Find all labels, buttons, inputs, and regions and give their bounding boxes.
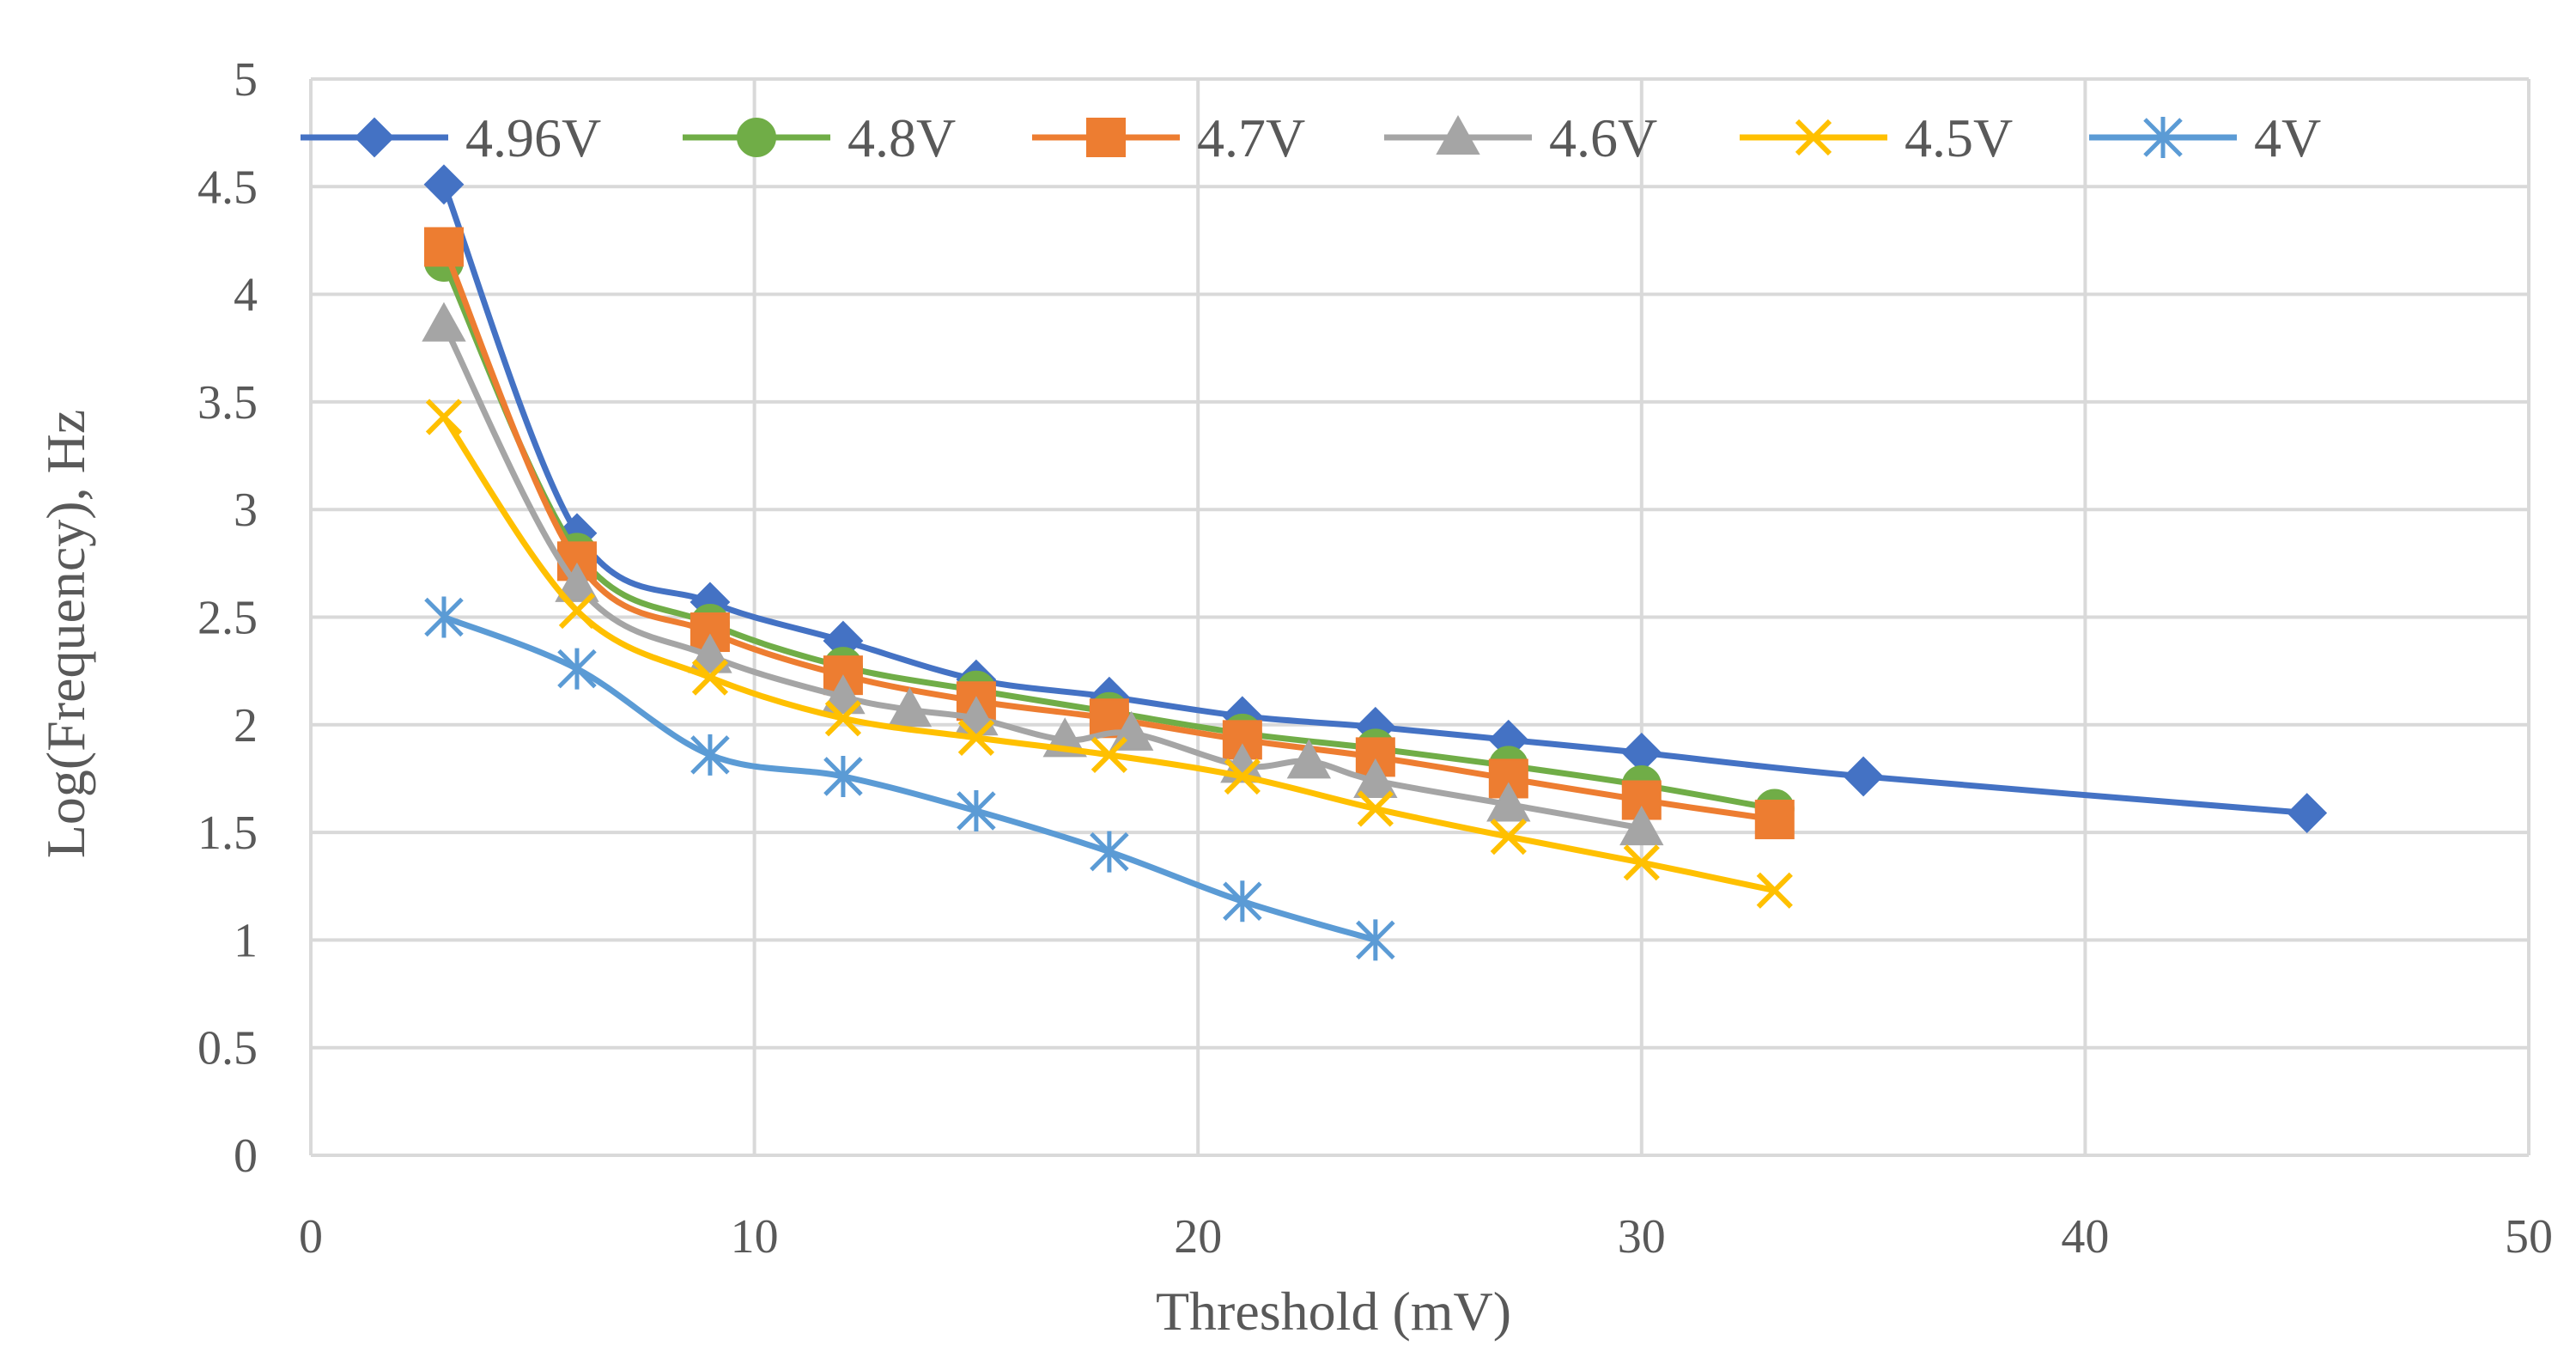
data-point — [1223, 880, 1262, 923]
legend-marker — [354, 117, 395, 158]
data-point — [688, 633, 732, 673]
legend-marker — [1436, 114, 1480, 155]
legend-entry: 4.5V — [1740, 107, 2013, 168]
series-line — [440, 413, 1778, 894]
y-tick-label: 3.5 — [197, 376, 258, 429]
plot-series — [422, 164, 2328, 961]
legend-label: 4.5V — [1905, 107, 2013, 168]
data-point — [425, 399, 463, 435]
y-tick-label: 4 — [234, 269, 258, 322]
y-tick-label: 4.5 — [197, 161, 258, 214]
data-point — [957, 719, 995, 756]
legend-marker — [2143, 117, 2183, 158]
data-point — [1754, 800, 1795, 840]
legend-entry: 4.96V — [301, 107, 601, 168]
y-tick-label: 2.5 — [197, 592, 258, 645]
legend-label: 4.6V — [1549, 107, 1657, 168]
series-4.5V — [425, 399, 1793, 909]
data-point — [1490, 818, 1527, 856]
legend-marker — [737, 118, 776, 157]
legend-label: 4.7V — [1197, 107, 1305, 168]
data-point — [1090, 831, 1129, 873]
data-point — [824, 700, 862, 737]
legend-entry: 4V — [2089, 107, 2321, 168]
y-tick-label: 5 — [234, 53, 258, 107]
data-point — [1756, 872, 1793, 909]
y-axis-title: Log(Frequency), Hz — [35, 410, 96, 858]
data-point — [1619, 806, 1664, 846]
data-point — [1286, 739, 1332, 779]
data-point — [823, 755, 863, 797]
y-tick-label: 1 — [234, 914, 258, 967]
data-point — [1843, 756, 1884, 797]
series-line — [440, 181, 2311, 817]
data-point — [1486, 782, 1531, 822]
data-point — [821, 674, 866, 715]
data-point — [424, 596, 464, 638]
y-tick-label: 1.5 — [197, 807, 258, 860]
data-point — [422, 301, 466, 342]
data-point — [557, 648, 597, 690]
x-tick-label: 20 — [1174, 1210, 1222, 1264]
x-tick-label: 0 — [299, 1210, 323, 1264]
data-point — [423, 164, 465, 205]
series-line — [440, 259, 1778, 813]
legend-entry: 4.6V — [1384, 107, 1657, 168]
x-tick-label: 50 — [2505, 1210, 2553, 1264]
data-point — [887, 687, 933, 728]
x-tick-label: 40 — [2061, 1210, 2109, 1264]
x-tick-label: 30 — [1618, 1210, 1666, 1264]
legend: 4.96V 4.8V 4.7V 4.6V 4.5V 4V — [301, 107, 2321, 168]
x-axis-title: Threshold (mV) — [1156, 1281, 1511, 1342]
legend-marker — [1795, 119, 1832, 156]
legend-label: 4V — [2254, 107, 2321, 168]
y-tick-label: 0 — [234, 1130, 258, 1183]
data-point — [423, 227, 464, 267]
legend-label: 4.8V — [848, 107, 956, 168]
x-axis-ticks: 0 10 20 30 40 50 — [299, 1210, 2553, 1264]
series-line — [440, 614, 1379, 943]
legend-entry: 4.8V — [683, 107, 956, 168]
series-line — [440, 243, 1778, 823]
legend-entry: 4.7V — [1032, 107, 1305, 168]
data-point — [558, 592, 596, 630]
y-axis-ticks: 0 0.5 1 1.5 2 2.5 3 3.5 4 4.5 5 — [197, 53, 258, 1183]
data-point — [957, 790, 996, 832]
data-point — [1224, 758, 1261, 795]
y-tick-label: 0.5 — [197, 1022, 258, 1075]
data-point — [1357, 790, 1394, 827]
legend-label: 4.96V — [465, 107, 601, 168]
data-point — [2287, 793, 2328, 833]
data-point — [1623, 844, 1660, 881]
x-tick-label: 10 — [731, 1210, 779, 1264]
legend-marker — [1086, 118, 1126, 157]
data-point — [690, 734, 730, 776]
data-point — [1356, 919, 1395, 961]
data-point — [1353, 758, 1398, 798]
series-4V — [424, 596, 1395, 961]
data-point — [1091, 736, 1128, 774]
series-4.6V — [422, 301, 1664, 846]
y-tick-label: 2 — [234, 699, 258, 752]
y-tick-label: 3 — [234, 484, 258, 537]
data-point — [691, 659, 729, 696]
data-point — [555, 562, 599, 602]
